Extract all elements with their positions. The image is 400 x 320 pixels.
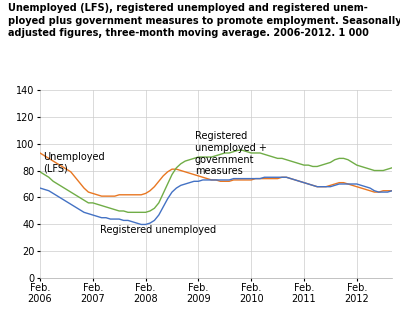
Text: Unemployed
(LFS): Unemployed (LFS) — [44, 152, 105, 173]
Text: Unemployed (LFS), registered unemployed and registered unem-
ployed plus governm: Unemployed (LFS), registered unemployed … — [8, 3, 400, 38]
Text: Registered unemployed: Registered unemployed — [100, 225, 216, 235]
Text: Registered
unemployed +
government
measures: Registered unemployed + government measu… — [195, 132, 267, 176]
